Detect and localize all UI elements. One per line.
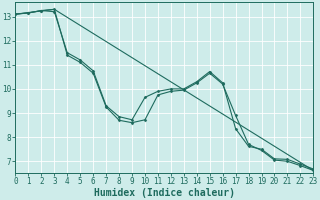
X-axis label: Humidex (Indice chaleur): Humidex (Indice chaleur) (94, 188, 235, 198)
